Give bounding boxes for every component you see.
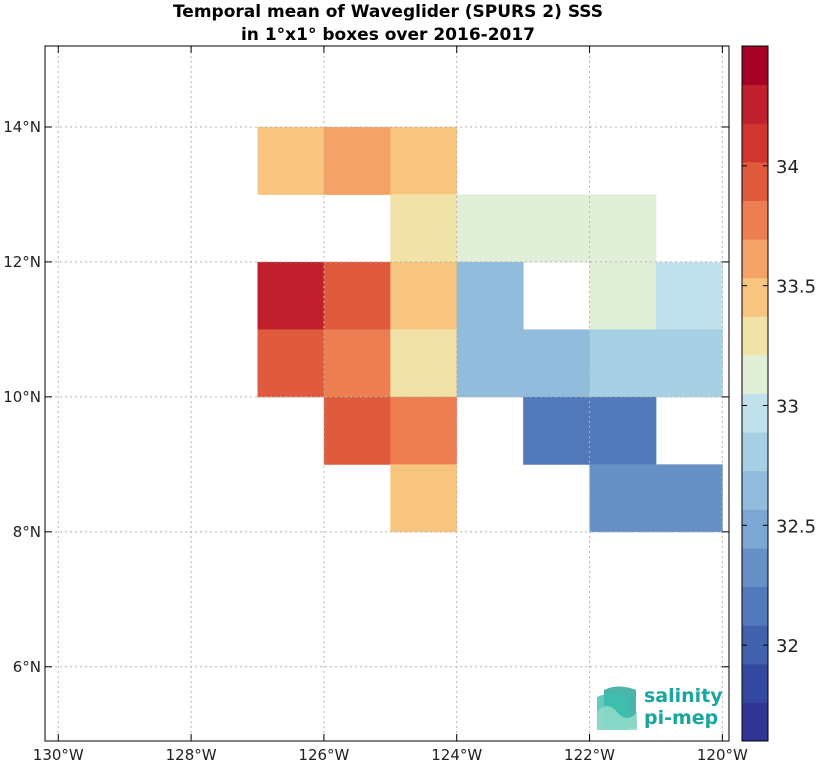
colorbar-segment-4 <box>742 547 768 588</box>
colorbar-tick-label-1: 32.5 <box>776 516 816 537</box>
heatmap-cell-24 <box>390 464 458 533</box>
heatmap-cell-7 <box>257 261 325 330</box>
colorbar-segment-9 <box>742 354 768 394</box>
colorbar-segment-0 <box>742 702 768 742</box>
heatmap-cells <box>257 126 723 533</box>
heatmap-cell-6 <box>589 194 657 263</box>
grid-lines <box>45 46 729 741</box>
colorbar-segment-12 <box>742 239 768 279</box>
colorbar-tick-label-0: 32 <box>776 636 799 657</box>
heatmap-cell-8 <box>323 261 391 330</box>
colorbar-segment-14 <box>742 161 768 201</box>
heatmap-cell-26 <box>655 464 723 533</box>
colorbar-segment-15 <box>742 123 768 163</box>
heatmap-cell-20 <box>323 396 391 465</box>
colorbar-segment-10 <box>742 316 768 356</box>
logo-text-line-2: pi-mep <box>644 707 718 729</box>
colorbar-frame <box>741 45 769 742</box>
heatmap-cell-10 <box>456 261 524 330</box>
heatmap-cell-15 <box>390 329 458 398</box>
chart-title-line-2: in 1°x1° boxes over 2016-2017 <box>241 25 535 45</box>
heatmap-cell-22 <box>523 396 590 465</box>
salinity-waves-logo-icon <box>597 686 637 730</box>
colorbar-segment-17 <box>742 46 768 86</box>
salinity-pi-mep-logo: salinity pi-mep <box>597 685 723 730</box>
heatmap-cell-4 <box>456 194 524 263</box>
heatmap-cell-9 <box>390 261 458 330</box>
x-tick-label-0: 130°W <box>33 746 84 763</box>
colorbar-tick-label-2: 33 <box>776 396 799 417</box>
colorbar-segment-7 <box>742 432 768 472</box>
heatmap-cell-11 <box>589 261 657 330</box>
plot-frame <box>44 45 730 742</box>
colorbar-segment-11 <box>742 277 768 317</box>
heatmap-cell-3 <box>390 194 458 263</box>
heatmap-cell-14 <box>323 329 391 398</box>
chart-title-line-1: Temporal mean of Waveglider (SPURS 2) SS… <box>173 2 603 22</box>
colorbar: 32 32.5 33 33.5 34 <box>741 45 816 742</box>
heatmap-cell-18 <box>589 329 657 398</box>
colorbar-tick-label-4: 34 <box>776 157 799 178</box>
colorbar-tick-label-3: 33.5 <box>776 277 816 298</box>
y-tick-label-4: 14°N <box>3 118 41 136</box>
colorbar-segment-5 <box>742 509 768 549</box>
colorbar-segment-1 <box>742 663 768 703</box>
heatmap-cell-21 <box>390 396 458 465</box>
heatmap-cell-17 <box>523 329 590 398</box>
x-tick-label-3: 124°W <box>431 746 482 763</box>
colorbar-segment-8 <box>742 393 768 433</box>
y-tick-label-0: 6°N <box>13 658 41 676</box>
x-tick-label-2: 126°W <box>298 746 349 763</box>
heatmap-cell-23 <box>589 396 657 465</box>
heatmap-cell-5 <box>523 194 590 263</box>
x-tick-label-1: 128°W <box>166 746 217 763</box>
x-axis-ticks: 130°W 128°W 126°W 124°W 122°W 120°W <box>33 46 748 763</box>
colorbar-segment-3 <box>742 586 768 626</box>
y-tick-label-1: 8°N <box>13 523 41 541</box>
heatmap-cell-25 <box>589 464 657 533</box>
heatmap-cell-0 <box>257 126 325 195</box>
logo-text-line-1: salinity <box>644 685 723 707</box>
x-tick-label-5: 120°W <box>697 746 748 763</box>
y-tick-label-2: 10°N <box>3 388 41 406</box>
heatmap-cell-1 <box>323 126 391 195</box>
heatmap-cell-2 <box>390 126 458 195</box>
heatmap-cell-13 <box>257 329 325 398</box>
colorbar-segment-6 <box>742 470 768 510</box>
heatmap-cell-19 <box>655 329 723 398</box>
y-tick-label-3: 12°N <box>3 253 41 271</box>
colorbar-segment-13 <box>742 200 768 240</box>
heatmap-cell-12 <box>655 261 723 330</box>
y-axis-ticks: 6°N 8°N 10°N 12°N 14°N <box>3 118 729 676</box>
x-tick-label-4: 122°W <box>564 746 615 763</box>
heatmap-cell-16 <box>456 329 524 398</box>
colorbar-segment-16 <box>742 84 768 124</box>
